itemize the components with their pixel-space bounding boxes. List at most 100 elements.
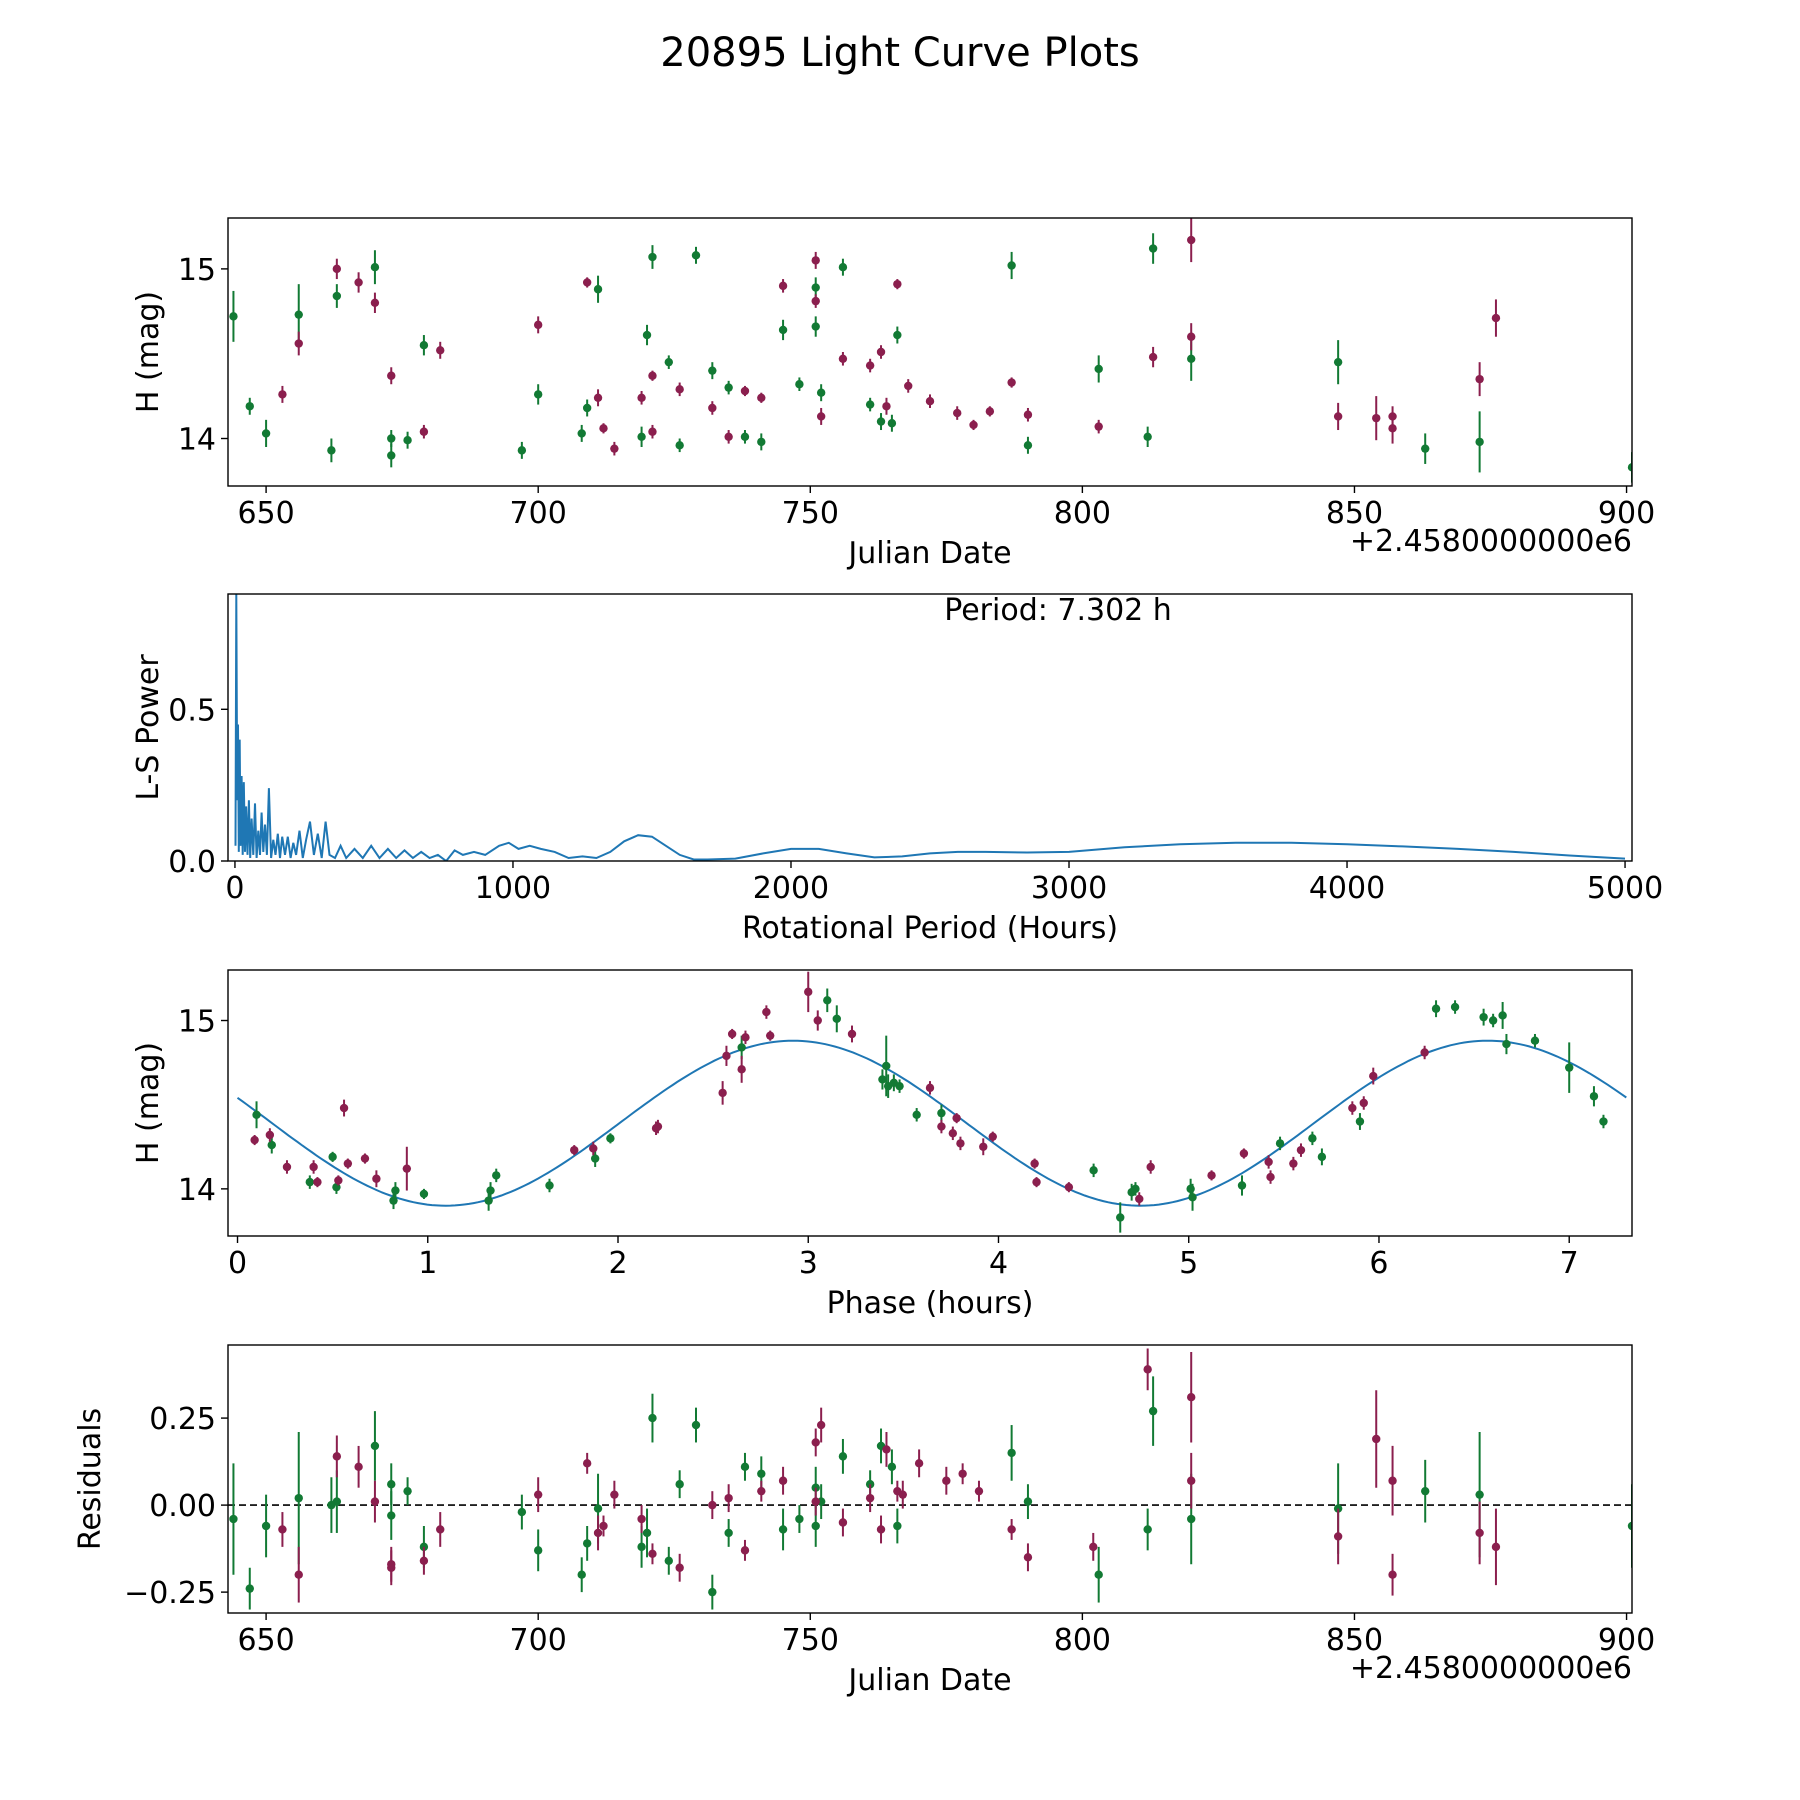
light-curve-panel: 650 700 750 800 850 900 14 15 Julian Date +2.4580…: [131, 217, 1655, 571]
green-series: [229, 1376, 1632, 1610]
data-point: [675, 1470, 684, 1499]
data-point: [278, 1512, 287, 1547]
data-point: [838, 258, 848, 276]
marker: [419, 341, 429, 350]
marker: [958, 1469, 967, 1478]
marker: [267, 1140, 276, 1150]
data-point: [1333, 1508, 1343, 1565]
data-point: [1143, 1508, 1152, 1551]
data-point: [245, 1567, 254, 1610]
x-tick-label: 900: [1598, 1623, 1655, 1658]
data-point: [724, 380, 733, 395]
data-point: [893, 1480, 902, 1502]
x-offset-label: +2.4580000000e6: [1350, 1651, 1632, 1686]
data-point: [865, 1484, 875, 1513]
y-tick-label: 0.5: [168, 693, 216, 728]
data-point: [265, 1128, 275, 1142]
x-tick-label: 700: [510, 1623, 567, 1658]
data-point: [1023, 1484, 1033, 1520]
data-point: [953, 406, 962, 420]
x-axis-label: Julian Date: [846, 536, 1011, 571]
marker: [1187, 354, 1196, 363]
data-point: [724, 1519, 733, 1547]
marker: [1094, 1570, 1103, 1579]
marker: [778, 1476, 788, 1485]
marker: [724, 432, 733, 442]
data-point: [582, 1525, 592, 1561]
y-tick-label: 15: [178, 253, 216, 288]
marker: [1488, 1016, 1498, 1025]
data-point: [1264, 1155, 1273, 1169]
x-tick-label: 900: [1598, 496, 1655, 531]
green-series: [229, 233, 1632, 483]
x-tick-label: 0: [225, 871, 244, 906]
marker: [313, 1177, 322, 1187]
marker: [979, 1142, 988, 1151]
marker: [533, 390, 543, 399]
data-point: [664, 355, 673, 369]
marker: [942, 1476, 951, 1485]
data-point: [261, 1494, 271, 1558]
x-tick-label: 7: [1560, 1246, 1579, 1281]
marker: [387, 1560, 396, 1569]
data-point: [778, 319, 788, 341]
marker: [1023, 1497, 1033, 1506]
y-tick-label: 14: [178, 1173, 216, 1208]
marker: [294, 1493, 303, 1503]
x-tick-label: 1: [418, 1246, 437, 1281]
marker: [517, 1507, 527, 1517]
marker: [757, 437, 766, 447]
data-point: [593, 389, 603, 407]
data-point: [533, 384, 543, 405]
axes-frame: [227, 217, 1633, 487]
data-point: [925, 394, 935, 408]
data-point: [1148, 346, 1158, 368]
data-point: [847, 1025, 857, 1043]
marker: [642, 1528, 652, 1538]
marker: [1007, 378, 1016, 387]
marker: [1187, 1514, 1196, 1524]
marker: [757, 1486, 766, 1496]
marker: [370, 1497, 380, 1506]
data-point: [904, 379, 913, 393]
data-point: [1475, 1501, 1484, 1565]
data-point: [893, 279, 902, 290]
marker: [1023, 1553, 1033, 1562]
marker: [1135, 1194, 1144, 1204]
data-point: [912, 1108, 921, 1122]
data-point: [360, 1153, 370, 1164]
data-point: [642, 1508, 652, 1558]
marker: [1237, 1181, 1247, 1190]
marker: [778, 281, 788, 291]
data-point: [878, 1069, 887, 1090]
data-point: [245, 397, 254, 415]
phase-folded-panel: 0 1 2 3 4 5 6 7 14 15 Phase (hours) H (mag): [131, 969, 1633, 1321]
data-point: [675, 1553, 684, 1582]
marker: [811, 283, 820, 292]
marker: [533, 1490, 543, 1499]
marker: [419, 427, 429, 436]
data-point: [313, 1177, 322, 1188]
marker: [577, 429, 586, 438]
marker: [261, 429, 271, 438]
marker: [403, 1486, 412, 1496]
data-point: [708, 401, 717, 415]
marker: [1023, 410, 1033, 419]
y-tick-label: 0.0: [168, 845, 216, 880]
data-point: [740, 430, 750, 444]
marker: [1023, 441, 1033, 450]
marker: [811, 296, 820, 306]
data-point: [1030, 1158, 1039, 1169]
marker: [486, 1186, 495, 1195]
marker: [1188, 1193, 1197, 1202]
data-point: [637, 1505, 646, 1533]
marker: [1131, 1184, 1140, 1194]
marker: [229, 1514, 238, 1524]
marker: [878, 1075, 887, 1084]
marker: [1146, 1162, 1155, 1172]
data-point: [893, 1508, 902, 1544]
data-point: [1188, 1183, 1197, 1211]
data-point: [811, 294, 820, 308]
marker: [593, 1504, 603, 1513]
data-point: [282, 1160, 292, 1174]
